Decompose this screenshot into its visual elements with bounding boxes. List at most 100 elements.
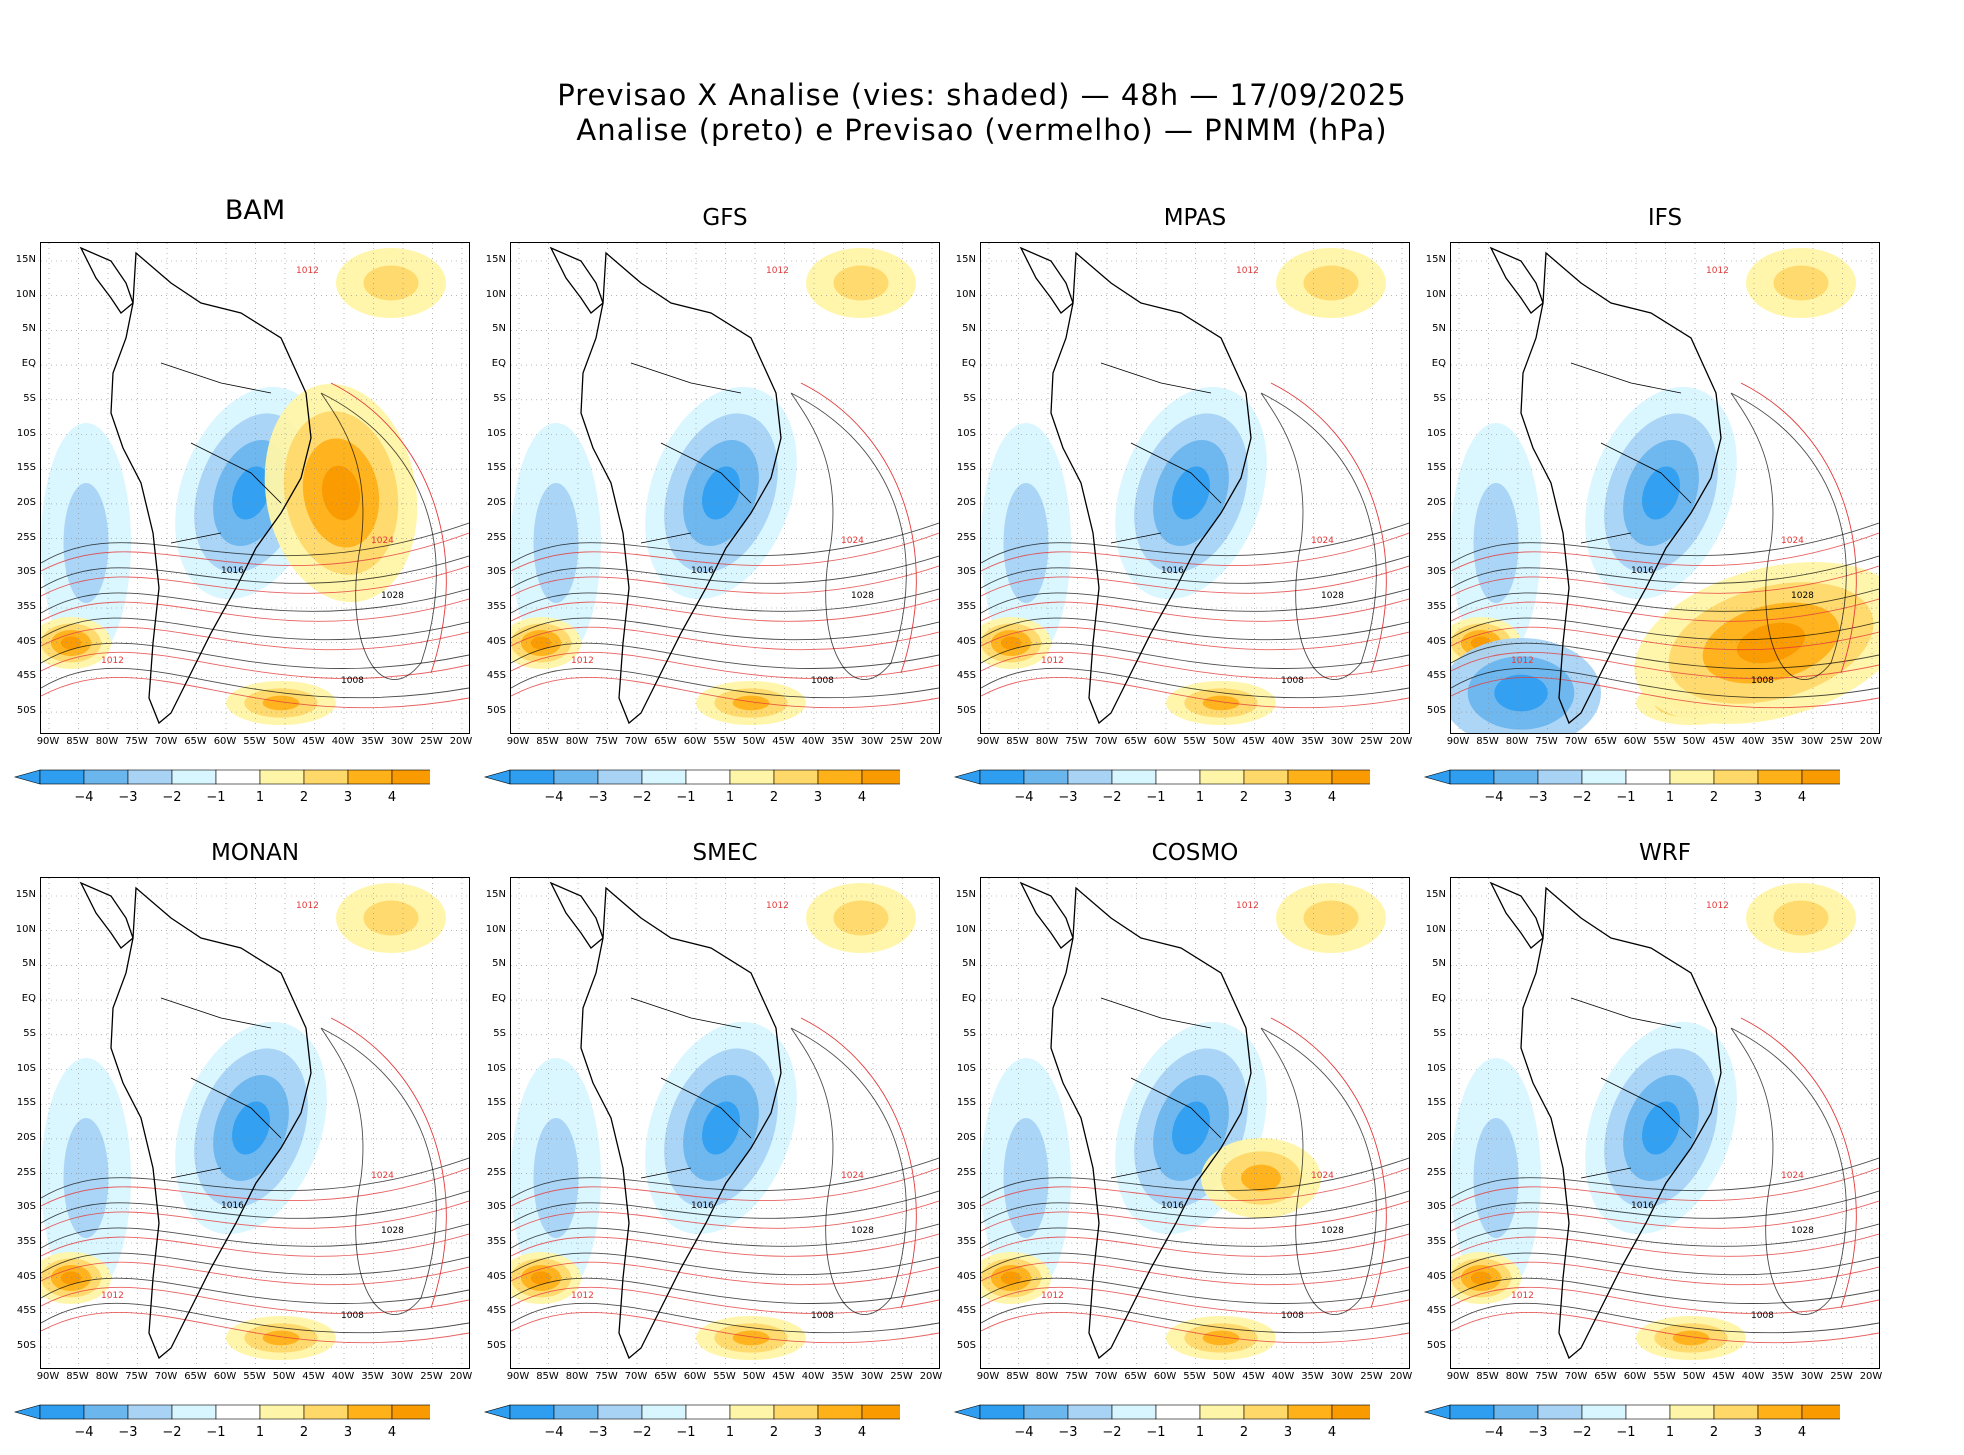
isobar-label: 1012 <box>1511 1291 1534 1301</box>
isobar-label: 1012 <box>1706 901 1729 911</box>
cold-bias-center <box>645 386 797 600</box>
lat-tick-label: 50S <box>956 705 976 717</box>
warm-bias-south-atlantic <box>1636 1316 1746 1360</box>
colorbar-label: −1 <box>1146 790 1166 805</box>
lon-tick-label: 20W <box>919 1371 943 1382</box>
isobar-label: 1028 <box>1791 591 1814 601</box>
lat-lon-grid <box>41 243 469 733</box>
isobar-label: 1016 <box>1161 566 1184 576</box>
lat-tick-label: 35S <box>1426 1236 1446 1247</box>
lon-tick-label: 60W <box>1153 736 1177 747</box>
colorbar-label: 1 <box>1665 790 1675 805</box>
isobar-label: 1012 <box>296 266 319 276</box>
colorbar-swatch <box>1581 1404 1627 1420</box>
colorbar-swatch <box>1757 1404 1803 1420</box>
lon-tick-label: 60W <box>1153 1371 1177 1382</box>
lon-tick-label: 25W <box>890 1371 913 1382</box>
colorbar-label: −1 <box>206 790 226 805</box>
map-area: 1008 1012 1016 1024 1028 1012 <box>510 877 940 1369</box>
colorbar-swatch <box>127 1404 173 1420</box>
isobar-label: 1028 <box>851 1226 874 1236</box>
colorbar-label: −3 <box>118 1425 138 1440</box>
central-america-coast <box>1019 881 1074 949</box>
colorbar-swatch <box>729 769 775 785</box>
colorbar-swatch <box>259 769 305 785</box>
colorbar-swatch <box>597 1404 643 1420</box>
lat-tick-label: EQ <box>961 993 976 1005</box>
lon-tick-label: 70W <box>1564 736 1588 747</box>
lon-tick-label: 75W <box>125 1371 148 1382</box>
warm-bias-south-atlantic <box>1166 1316 1276 1360</box>
lon-tick-label: 65W <box>654 736 677 747</box>
lon-tick-label: 55W <box>243 1371 266 1382</box>
lat-tick-label: 45S <box>16 1305 36 1317</box>
colorbar-label: 2 <box>769 790 779 805</box>
lon-tick-label: 25W <box>1830 736 1853 747</box>
colorbar-swatch <box>347 1404 393 1420</box>
lat-tick-label: 30S <box>16 566 36 578</box>
lat-tick-label: 10N <box>15 923 36 935</box>
warm-bias-north <box>1746 248 1856 318</box>
lat-tick-label: 35S <box>1426 601 1446 612</box>
colorbar-label: 1 <box>1195 1425 1205 1440</box>
colorbar-swatch <box>391 769 430 785</box>
lon-tick-label: 25W <box>1360 736 1383 747</box>
colorbar-label: −3 <box>1058 1425 1078 1440</box>
colorbar-label: −4 <box>544 790 564 805</box>
colorbar-swatch <box>171 1404 217 1420</box>
lat-tick-label: 5S <box>963 392 976 404</box>
lon-tick-label: 40W <box>331 1371 355 1382</box>
colorbar-swatch <box>391 1404 430 1420</box>
colorbar-swatch <box>1449 769 1495 785</box>
colorbar-swatch <box>39 769 85 785</box>
lat-tick-label: 25S <box>1426 531 1446 543</box>
lon-tick-label: 70W <box>154 1371 178 1382</box>
lon-tick-label: 50W <box>1682 736 1706 747</box>
lon-tick-label: 80W <box>565 1371 589 1382</box>
lat-tick-label: 10S <box>1426 427 1446 439</box>
lon-tick-label: 80W <box>1505 736 1529 747</box>
lat-tick-label: 20S <box>16 496 36 508</box>
warm-bias-south-atlantic <box>226 681 336 725</box>
colorbar-label: −3 <box>1528 790 1548 805</box>
colorbar-swatch <box>979 769 1025 785</box>
lon-tick-label: 85W <box>66 1371 89 1382</box>
lat-tick-label: 15S <box>956 462 976 474</box>
colorbar <box>1423 1404 1840 1420</box>
lat-tick-label: 40S <box>486 1270 506 1282</box>
isobar-label: 1008 <box>1751 676 1774 686</box>
colorbar-swatch <box>553 769 599 785</box>
lon-tick-label: 45W <box>302 736 325 747</box>
lon-tick-label: 90W <box>1446 736 1470 747</box>
lat-tick-label: 10S <box>1426 1062 1446 1074</box>
colorbar-swatch <box>1713 769 1759 785</box>
lon-tick-label: 25W <box>890 736 913 747</box>
colorbar-label: 3 <box>343 790 353 805</box>
colorbar-label: 4 <box>1327 790 1337 805</box>
lat-lon-grid <box>41 878 469 1368</box>
lon-tick-label: 70W <box>624 1371 648 1382</box>
warm-bias-north <box>1276 883 1386 953</box>
south-america-coast <box>1050 886 1252 1360</box>
lon-tick-label: 85W <box>1476 736 1499 747</box>
colorbar-swatch <box>1537 1404 1583 1420</box>
colorbar-label: −4 <box>1014 790 1034 805</box>
lat-tick-label: 5N <box>962 958 976 970</box>
colorbar-label: 1 <box>1195 790 1205 805</box>
colorbar-label: −2 <box>1572 790 1592 805</box>
colorbar-swatch <box>773 1404 819 1420</box>
colorbar-swatch <box>1669 1404 1715 1420</box>
lat-tick-label: 10S <box>956 427 976 439</box>
isobar-label: 1024 <box>1781 1171 1804 1181</box>
colorbar-label: 3 <box>1753 790 1763 805</box>
colorbar-label: 2 <box>299 1425 309 1440</box>
south-america-coast <box>1520 251 1722 725</box>
warm-bias-sw-pacific <box>981 617 1051 669</box>
colorbar-label: −1 <box>1616 790 1636 805</box>
lat-tick-label: 40S <box>1426 635 1446 647</box>
lat-tick-label: 5N <box>492 323 506 335</box>
colorbar-label: 4 <box>1797 1425 1807 1440</box>
lon-tick-label: 55W <box>1183 1371 1206 1382</box>
warm-bias-north <box>1276 248 1386 318</box>
lat-lon-grid <box>1451 243 1879 733</box>
